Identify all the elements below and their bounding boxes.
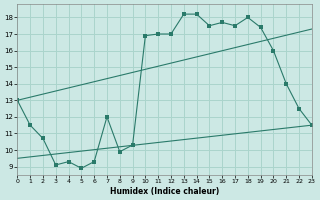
X-axis label: Humidex (Indice chaleur): Humidex (Indice chaleur) <box>110 187 219 196</box>
